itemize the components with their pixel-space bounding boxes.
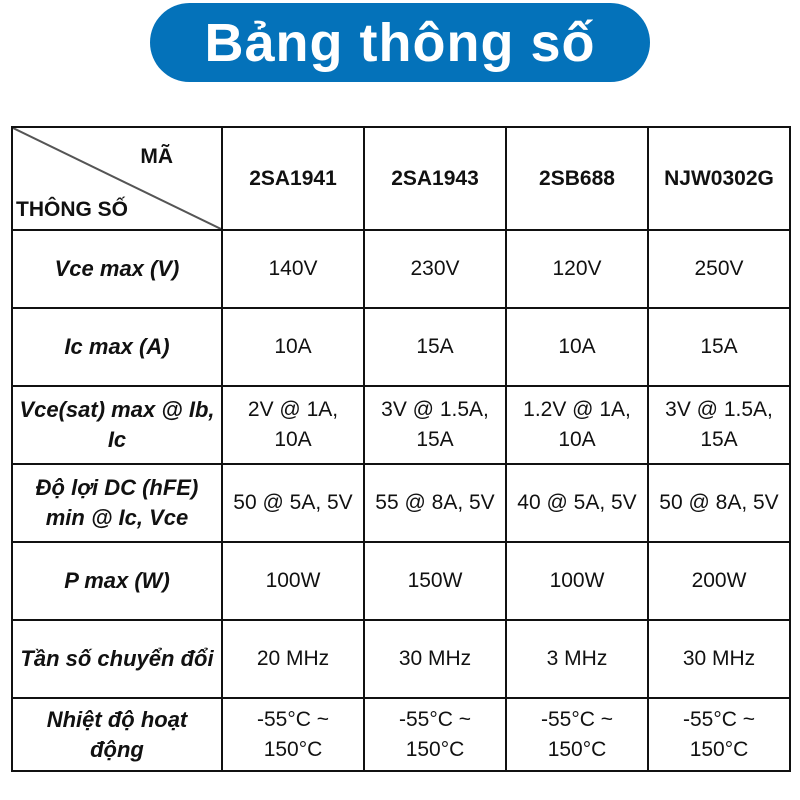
row-label: Độ lợi DC (hFE) min @ Ic, Vce	[11, 463, 223, 543]
table-row: Vce max (V) 140V 230V 120V 250V	[11, 229, 791, 309]
table-cell: 20 MHz	[221, 619, 365, 699]
spec-table: MÃ THÔNG SỐ 2SA1941 2SA1943 2SB688 NJW03…	[11, 126, 791, 772]
row-label: Vce max (V)	[11, 229, 223, 309]
column-header: 2SA1943	[363, 126, 507, 231]
table-cell: 10A	[221, 307, 365, 387]
page-title: Bảng thông số	[150, 3, 650, 82]
table-cell: 30 MHz	[647, 619, 791, 699]
table-row: Ic max (A) 10A 15A 10A 15A	[11, 307, 791, 387]
table-cell: 10A	[505, 307, 649, 387]
table-cell: 230V	[363, 229, 507, 309]
column-header: NJW0302G	[647, 126, 791, 231]
row-label: Nhiệt độ hoạt động	[11, 697, 223, 772]
table-cell: -55°C ~ 150°C	[505, 697, 649, 772]
row-label: Vce(sat) max @ Ib, Ic	[11, 385, 223, 465]
table-row: Nhiệt độ hoạt động -55°C ~ 150°C -55°C ~ 1…	[11, 697, 791, 772]
header-row: MÃ THÔNG SỐ 2SA1941 2SA1943 2SB688 NJW03…	[11, 126, 791, 231]
table-row: Tần số chuyển đổi 20 MHz 30 MHz 3 MHz 30 MHz	[11, 619, 791, 699]
table-cell: 3 MHz	[505, 619, 649, 699]
table-cell: 30 MHz	[363, 619, 507, 699]
table-cell: 2V @ 1A, 10A	[221, 385, 365, 465]
table-cell: -55°C ~ 150°C	[647, 697, 791, 772]
table-cell: 50 @ 5A, 5V	[221, 463, 365, 543]
table-cell: 200W	[647, 541, 791, 621]
column-header: 2SB688	[505, 126, 649, 231]
row-label: P max (W)	[11, 541, 223, 621]
corner-label-code: MÃ	[140, 145, 173, 168]
table-cell: 150W	[363, 541, 507, 621]
table-cell: 15A	[647, 307, 791, 387]
table-cell: 140V	[221, 229, 365, 309]
table-cell: 3V @ 1.5A, 15A	[363, 385, 507, 465]
table-cell: 120V	[505, 229, 649, 309]
table-cell: 250V	[647, 229, 791, 309]
table-cell: 3V @ 1.5A, 15A	[647, 385, 791, 465]
table-row: P max (W) 100W 150W 100W 200W	[11, 541, 791, 621]
table-cell: 100W	[221, 541, 365, 621]
table-cell: 1.2V @ 1A, 10A	[505, 385, 649, 465]
table-cell: 50 @ 8A, 5V	[647, 463, 791, 543]
row-label: Tần số chuyển đổi	[11, 619, 223, 699]
table-cell: -55°C ~ 150°C	[221, 697, 365, 772]
corner-cell: MÃ THÔNG SỐ	[11, 126, 223, 231]
table-cell: -55°C ~ 150°C	[363, 697, 507, 772]
diagonal-divider	[14, 129, 220, 228]
table-cell: 100W	[505, 541, 649, 621]
table-cell: 15A	[363, 307, 507, 387]
row-label: Ic max (A)	[11, 307, 223, 387]
table-cell: 40 @ 5A, 5V	[505, 463, 649, 543]
table-cell: 55 @ 8A, 5V	[363, 463, 507, 543]
column-header: 2SA1941	[221, 126, 365, 231]
table-row: Vce(sat) max @ Ib, Ic 2V @ 1A, 10A 3V @ 1.…	[11, 385, 791, 465]
corner-label-spec: THÔNG SỐ	[16, 198, 129, 221]
table-row: Độ lợi DC (hFE) min @ Ic, Vce 50 @ 5A, 5V…	[11, 463, 791, 543]
